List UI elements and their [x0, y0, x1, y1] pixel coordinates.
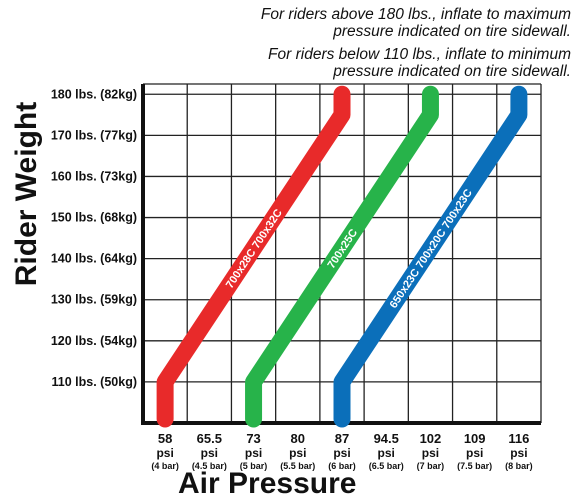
x-tick-psi-unit: psi — [466, 446, 483, 460]
x-tick-bar-value: (4.5 bar) — [192, 461, 227, 471]
x-tick-psi-unit: psi — [333, 446, 350, 460]
x-tick-bar-value: (6 bar) — [328, 461, 356, 471]
series-band-3 — [333, 85, 528, 428]
x-tick-bar-value: (6.5 bar) — [369, 461, 404, 471]
x-tick-psi-unit: psi — [245, 446, 262, 460]
x-tick-bar-value: (4 bar) — [151, 461, 179, 471]
note-below-110-line1: For riders below 110 lbs., inflate to mi… — [268, 46, 571, 63]
x-tick-psi-value: 87 — [335, 431, 349, 446]
x-axis-title: Air Pressure — [178, 467, 357, 500]
x-tick-psi-unit: psi — [201, 446, 218, 460]
y-tick-label: 160 lbs. (73kg) — [51, 169, 137, 183]
x-tick-psi-value: 58 — [158, 431, 172, 446]
series-band-2 — [245, 85, 439, 428]
series-band-1 — [156, 85, 351, 428]
note-above-180-line1: For riders above 180 lbs., inflate to ma… — [260, 6, 571, 23]
x-tick-psi-unit: psi — [156, 446, 173, 460]
x-tick-psi-unit: psi — [510, 446, 527, 460]
y-tick-label: 150 lbs. (68kg) — [51, 211, 137, 225]
x-tick-bar-value: (5 bar) — [240, 461, 268, 471]
x-tick-bar-value: (5.5 bar) — [280, 461, 315, 471]
x-tick-psi-value: 73 — [246, 431, 260, 446]
y-tick-label: 140 lbs. (64kg) — [51, 252, 137, 266]
x-tick-psi-unit: psi — [289, 446, 306, 460]
y-axis-title: Rider Weight — [10, 101, 43, 287]
x-tick-bar-value: (7 bar) — [417, 461, 445, 471]
x-tick-bar-value: (8 bar) — [505, 461, 533, 471]
note-above-180-line2: pressure indicated on tire sidewall. — [333, 23, 571, 40]
note-below-110-line2: pressure indicated on tire sidewall. — [333, 63, 571, 80]
y-tick-label: 180 lbs. (82kg) — [51, 87, 137, 101]
x-tick-psi-unit: psi — [422, 446, 439, 460]
y-tick-label: 110 lbs. (50kg) — [52, 375, 137, 389]
series-label-3: 650x23C 700x20C 700x23C — [388, 187, 475, 310]
x-tick-psi-value: 94.5 — [374, 431, 399, 446]
x-tick-psi-value: 116 — [508, 431, 529, 446]
y-tick-label: 130 lbs. (59kg) — [51, 293, 137, 307]
x-tick-psi-value: 80 — [291, 431, 305, 446]
x-tick-psi-value: 65.5 — [197, 431, 222, 446]
x-tick-psi-value: 109 — [464, 431, 486, 446]
y-tick-label: 120 lbs. (54kg) — [51, 334, 137, 348]
y-tick-label: 170 lbs. (77kg) — [51, 128, 137, 142]
x-tick-psi-value: 102 — [420, 431, 442, 446]
x-tick-bar-value: (7.5 bar) — [457, 461, 492, 471]
x-tick-psi-unit: psi — [378, 446, 395, 460]
